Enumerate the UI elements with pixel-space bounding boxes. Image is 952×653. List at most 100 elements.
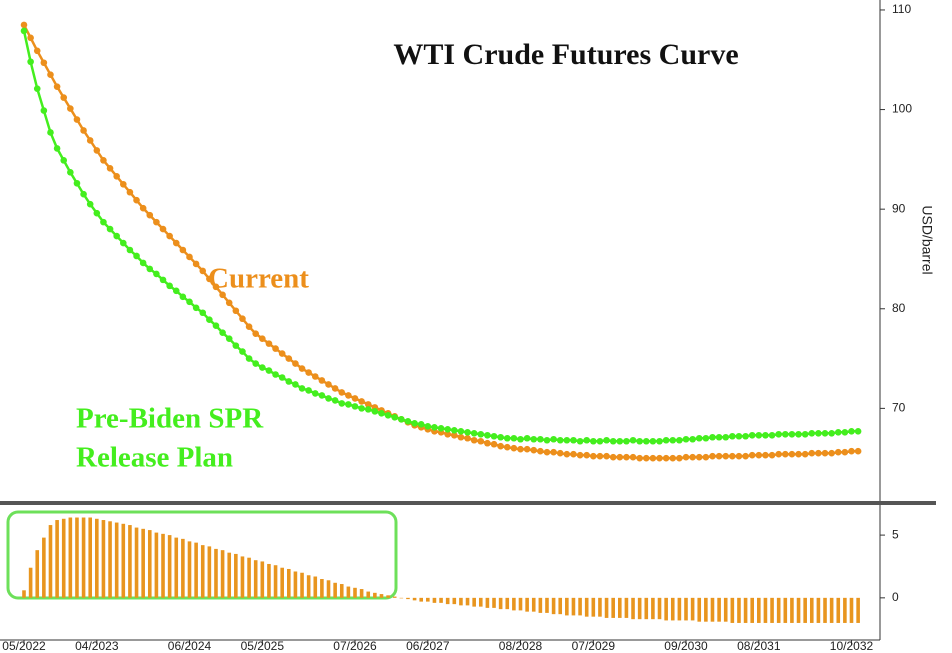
point — [755, 451, 763, 459]
point — [768, 451, 776, 459]
point — [510, 434, 518, 442]
bar — [790, 597, 794, 623]
point — [179, 293, 187, 301]
point — [768, 431, 776, 439]
point — [470, 436, 478, 444]
bar — [260, 561, 265, 598]
point — [642, 454, 650, 462]
bar — [22, 590, 26, 598]
point — [709, 452, 716, 460]
point — [311, 373, 319, 380]
point — [245, 323, 253, 330]
point — [206, 275, 213, 283]
bar — [81, 517, 86, 598]
bar — [114, 522, 119, 598]
point — [424, 423, 432, 430]
point — [398, 416, 405, 423]
point — [517, 445, 524, 453]
point — [305, 369, 312, 376]
point — [762, 451, 769, 459]
point — [662, 436, 670, 444]
point — [47, 129, 54, 136]
bar — [525, 597, 529, 612]
point — [159, 225, 167, 233]
bar — [651, 597, 655, 620]
x-tick-label: 09/2030 — [664, 639, 708, 653]
point — [33, 47, 41, 55]
bar — [604, 597, 609, 618]
point — [695, 434, 703, 442]
point — [364, 401, 372, 408]
point — [139, 259, 147, 267]
point — [596, 452, 604, 460]
point — [815, 449, 822, 457]
point — [841, 448, 849, 456]
point — [259, 364, 266, 371]
point — [364, 406, 372, 413]
bar — [690, 597, 695, 621]
bar — [478, 597, 483, 607]
point — [331, 385, 339, 392]
y-tick-label: 0 — [892, 590, 899, 604]
bar — [287, 568, 291, 598]
point — [172, 239, 180, 247]
x-tick-label: 10/2032 — [830, 639, 874, 653]
bar — [637, 597, 642, 620]
point — [345, 392, 352, 399]
point — [106, 165, 114, 172]
point — [199, 267, 207, 275]
point — [543, 436, 551, 444]
bar — [306, 575, 311, 598]
bar — [512, 597, 516, 611]
point — [702, 453, 710, 461]
x-tick-label: 05/2022 — [2, 639, 46, 653]
point — [384, 412, 392, 419]
y-tick-label: 5 — [892, 527, 899, 541]
y-tick-label: 100 — [892, 102, 912, 116]
point — [40, 107, 48, 114]
point — [735, 452, 743, 460]
bar — [300, 572, 304, 598]
point — [358, 405, 365, 412]
point — [265, 367, 273, 374]
point — [86, 200, 94, 208]
point — [503, 443, 511, 451]
bar — [134, 527, 139, 598]
y-tick-label: 110 — [892, 2, 911, 16]
point — [788, 450, 796, 458]
point — [331, 397, 339, 404]
point — [556, 436, 564, 444]
point — [682, 435, 690, 443]
bar — [829, 597, 834, 623]
panel-separator — [0, 501, 936, 505]
point — [689, 435, 696, 443]
point — [775, 430, 782, 438]
bar — [313, 576, 318, 598]
bar — [333, 582, 337, 598]
bar — [757, 597, 761, 623]
point — [583, 451, 590, 459]
point — [834, 428, 842, 436]
bar — [677, 597, 682, 621]
bar — [571, 597, 576, 616]
point — [616, 437, 624, 445]
bar — [670, 597, 675, 621]
point — [808, 449, 816, 457]
point — [53, 83, 61, 90]
bar — [147, 530, 152, 598]
bar — [240, 556, 245, 598]
point — [477, 430, 485, 438]
point — [298, 385, 306, 392]
bar — [803, 597, 807, 623]
bar — [551, 597, 556, 615]
point — [345, 401, 352, 408]
point — [828, 429, 835, 437]
point — [715, 452, 723, 460]
point — [748, 451, 756, 459]
bar — [809, 597, 814, 623]
point — [166, 282, 173, 290]
point — [775, 450, 782, 458]
point — [782, 450, 789, 458]
point — [225, 335, 233, 342]
point — [649, 454, 657, 462]
